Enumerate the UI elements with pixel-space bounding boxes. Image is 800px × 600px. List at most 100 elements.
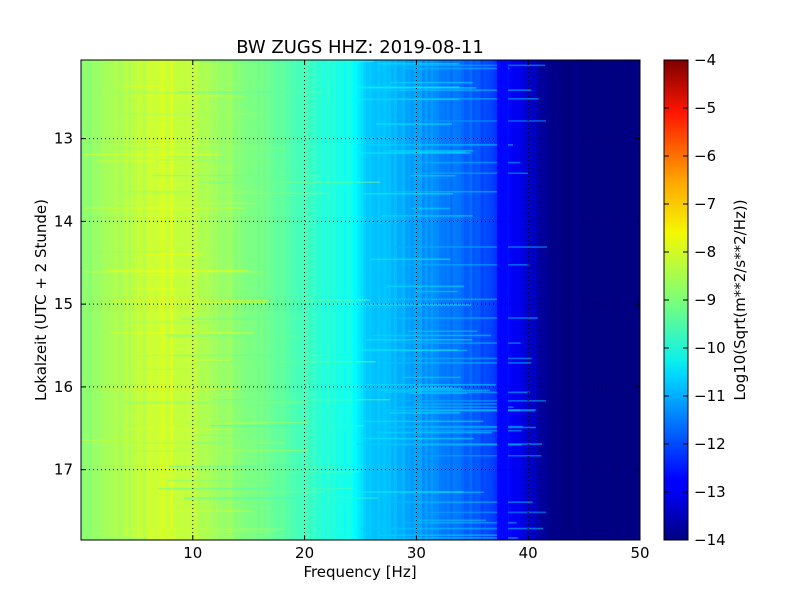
heatmap-streak (123, 450, 241, 452)
heatmap-streak (382, 298, 508, 301)
heatmap-streak (372, 334, 491, 337)
heatmap-streak (186, 421, 309, 424)
heatmap-streak (410, 174, 456, 177)
x-tick-label: 40 (519, 544, 538, 562)
heatmap-column (558, 60, 563, 540)
heatmap-streak (184, 497, 379, 499)
heatmap-streak (415, 290, 458, 293)
heatmap-streak (113, 113, 263, 115)
heatmap-streak (390, 81, 473, 84)
heatmap-streak (172, 449, 309, 452)
heatmap-column (592, 60, 596, 540)
heatmap-streak (375, 123, 453, 125)
heatmap-streak (119, 85, 169, 87)
heatmap-streak (413, 386, 453, 389)
colorbar-tick-label: −6 (694, 147, 716, 165)
heatmap-column (553, 60, 557, 540)
heatmap-streak (377, 537, 518, 539)
heatmap-streak (403, 349, 468, 352)
heatmap-column (620, 60, 624, 540)
heatmap-column (572, 60, 577, 540)
heatmap-streak (166, 156, 232, 158)
heatmap-streak (397, 151, 466, 153)
heatmap-streak (393, 406, 514, 409)
heatmap-column (508, 60, 513, 540)
heatmap-streak (365, 383, 496, 386)
heatmap-streak (403, 376, 461, 379)
heatmap-column (371, 60, 376, 540)
heatmap-streak (357, 304, 472, 306)
heatmap-streak (357, 144, 513, 146)
heatmap-streak (84, 153, 220, 156)
chart-title: BW ZUGS HHZ: 2019-08-11 (236, 37, 484, 58)
y-tick-label: 14 (54, 212, 73, 230)
heatmap-streak (407, 511, 547, 514)
heatmap-streak (82, 439, 145, 441)
heatmap-column (637, 60, 640, 540)
heatmap-streak (192, 441, 244, 444)
heatmap-streak (86, 146, 285, 149)
heatmap-column (539, 60, 543, 540)
y-tick-label: 17 (54, 461, 73, 479)
heatmap-column (567, 60, 571, 540)
heatmap-streak (411, 172, 529, 175)
heatmap-streak (122, 528, 284, 531)
heatmap-streak (414, 519, 486, 522)
heatmap-streak (139, 274, 192, 276)
heatmap-streak (167, 479, 274, 482)
heatmap-column (586, 60, 591, 540)
colorbar-tick-label: −14 (694, 531, 726, 549)
heatmap-streak (164, 334, 241, 336)
heatmap-streak (378, 389, 490, 392)
heatmap-streak (178, 91, 325, 93)
heatmap-streak (84, 270, 264, 273)
heatmap-streak (359, 527, 544, 530)
heatmap-streak (132, 321, 256, 323)
heatmap-streak (383, 409, 521, 412)
heatmap-column (634, 60, 638, 540)
heatmap-streak (404, 491, 484, 494)
colorbar-label: Log10(Sqrt(m**2/s**2/Hz)) (731, 199, 749, 400)
heatmap-column (86, 60, 90, 540)
heatmap-streak (91, 91, 192, 94)
heatmap-streak (199, 181, 381, 183)
y-tick-label: 15 (54, 295, 73, 313)
heatmap-streak (97, 388, 240, 390)
x-tick-label: 20 (295, 544, 314, 562)
heatmap-streak (358, 152, 471, 154)
heatmap-streak (181, 318, 308, 320)
heatmap-streak (195, 361, 376, 363)
y-tick-label: 13 (54, 130, 73, 148)
heatmap-streak (407, 330, 478, 333)
heatmap-streak (403, 521, 517, 524)
heatmap-streak (388, 150, 474, 152)
heatmap-streak (201, 470, 360, 473)
heatmap-column (531, 60, 535, 540)
heatmap-streak (380, 362, 532, 364)
heatmap-streak (413, 429, 522, 432)
heatmap-column (92, 60, 96, 540)
heatmap-column (517, 60, 521, 540)
heatmap-streak (413, 403, 506, 405)
heatmap-column (612, 60, 616, 540)
heatmap-column (584, 60, 588, 540)
heatmap-column (603, 60, 608, 540)
heatmap-column (547, 60, 552, 540)
heatmap-streak (377, 62, 460, 65)
plot-area (81, 60, 640, 540)
heatmap-streak (84, 207, 245, 209)
y-axis-label: Lokalzeit (UTC + 2 Stunde) (32, 199, 50, 401)
heatmap-column (522, 60, 526, 540)
heatmap-column (631, 60, 636, 540)
heatmap-streak (197, 299, 371, 301)
heatmap-column (628, 60, 633, 540)
heatmap-column (519, 60, 524, 540)
heatmap-streak (389, 64, 546, 67)
vertical-band-feature (496, 60, 509, 540)
heatmap-column (617, 60, 622, 540)
heatmap-column (89, 60, 93, 540)
heatmap-column (111, 60, 116, 540)
heatmap-streak (392, 190, 506, 193)
heatmap-streak (390, 246, 548, 248)
colorbar-tick-label: −11 (694, 387, 726, 405)
